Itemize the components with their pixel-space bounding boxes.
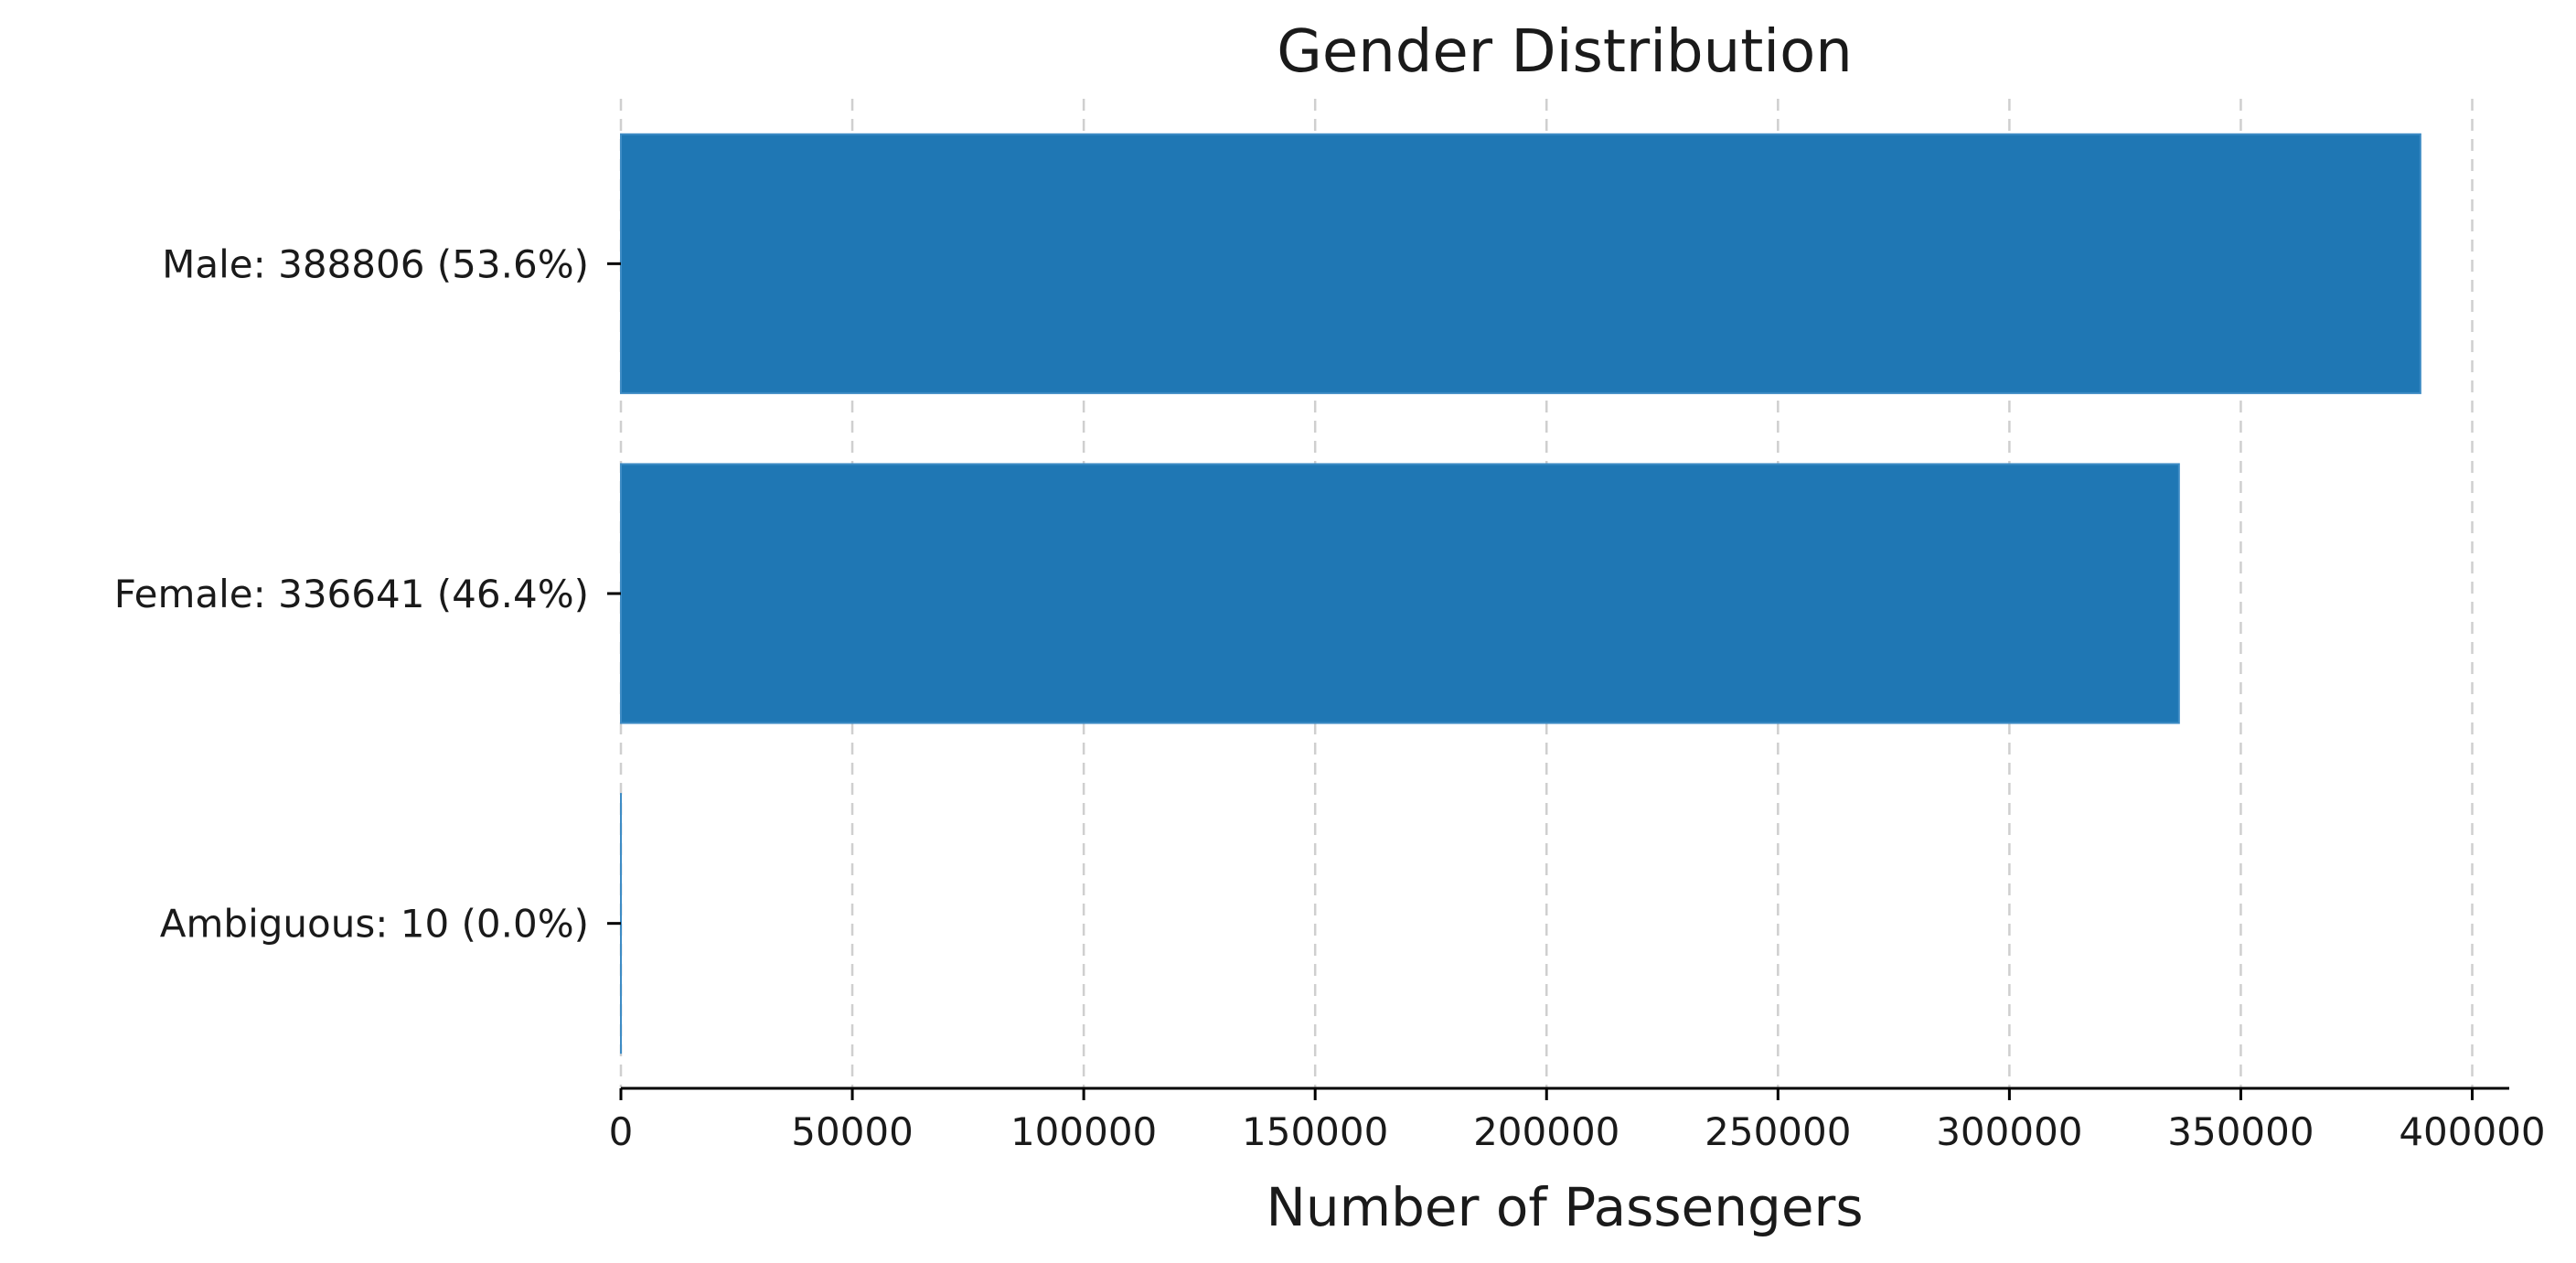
x-tick-label: 150000: [1242, 1109, 1388, 1154]
x-axis-label: Number of Passengers: [1266, 1176, 1863, 1238]
x-tick-label: 50000: [791, 1109, 914, 1154]
x-tick-label: 0: [609, 1109, 634, 1154]
y-tick-label: Ambiguous: 10 (0.0%): [160, 902, 589, 947]
x-tick-label: 100000: [1010, 1109, 1157, 1154]
y-tick-label: Female: 336641 (46.4%): [114, 572, 589, 616]
bar-male: [620, 133, 2421, 394]
y-tick-label: Male: 388806 (53.6%): [162, 241, 589, 286]
x-tick-label: 200000: [1473, 1109, 1619, 1154]
x-tick-label: 350000: [2167, 1109, 2314, 1154]
bars: [620, 133, 2421, 1054]
x-tick-label: 300000: [1936, 1109, 2082, 1154]
bar-female: [620, 463, 2180, 724]
chart-title: Gender Distribution: [1277, 18, 1853, 86]
axes: 0 50000 100000 150000 200000 250000 300000 3500…: [114, 241, 2546, 1154]
x-tick-label: 250000: [1705, 1109, 1851, 1154]
x-tick-label: 400000: [2399, 1109, 2545, 1154]
